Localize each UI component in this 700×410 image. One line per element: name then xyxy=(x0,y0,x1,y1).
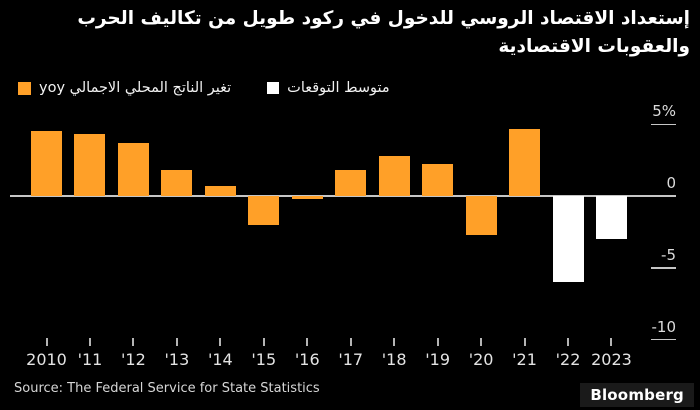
chart-title-line2: والعقوبات الاقتصادية xyxy=(498,36,690,57)
x-label-20: '20 xyxy=(468,350,494,369)
x-tick-13 xyxy=(175,338,178,346)
chart-title: إستعداد الاقتصاد الروسي للدخول في ركود ط… xyxy=(50,5,690,61)
bar-actual-18 xyxy=(378,155,410,196)
x-label-2010: 2010 xyxy=(26,350,67,369)
x-label-2023: 2023 xyxy=(591,350,632,369)
bar-actual-21 xyxy=(509,128,541,196)
x-label-21: '21 xyxy=(512,350,537,369)
x-tick-14 xyxy=(219,338,222,346)
bar-actual-13 xyxy=(161,170,193,196)
legend-swatch-gdp-yoy xyxy=(18,81,31,95)
chart-title-line1: إستعداد الاقتصاد الروسي للدخول في ركود ط… xyxy=(77,8,690,29)
x-label-12: '12 xyxy=(121,350,146,369)
x-label-11: '11 xyxy=(77,350,103,369)
bar-actual-16 xyxy=(291,196,323,199)
x-tick-11 xyxy=(88,338,91,346)
bar-actual-2010 xyxy=(31,131,62,196)
bar-actual-11 xyxy=(74,134,106,196)
y-tick-line--10 xyxy=(651,338,676,341)
x-label-17: '17 xyxy=(338,350,364,369)
bar-actual-20 xyxy=(465,196,497,235)
x-tick-2010 xyxy=(45,338,48,346)
x-tick-18 xyxy=(393,338,396,346)
legend-label-gdp-yoy: تغير الناتج المحلي الاجمالي yoy xyxy=(39,80,232,96)
bar-actual-17 xyxy=(335,170,367,196)
x-label-16: '16 xyxy=(294,350,320,369)
x-label-14: '14 xyxy=(207,350,233,369)
bloomberg-logo: Bloomberg xyxy=(580,383,694,407)
bar-forecast-2023 xyxy=(595,196,627,240)
x-tick-2023 xyxy=(610,338,613,346)
x-label-13: '13 xyxy=(164,350,190,369)
legend-item-forecast-median: متوسط التوقعات xyxy=(267,80,390,96)
bar-actual-15 xyxy=(248,196,280,225)
x-tick-17 xyxy=(349,338,352,346)
y-tick-line--5 xyxy=(651,267,676,269)
x-label-22: '22 xyxy=(555,350,581,369)
x-tick-21 xyxy=(523,338,526,346)
plot-area: 5% 0 -5 -10 xyxy=(0,100,700,346)
x-tick-16 xyxy=(306,338,309,346)
x-label-18: '18 xyxy=(381,350,407,369)
zero-axis-line xyxy=(10,195,676,197)
x-tick-15 xyxy=(262,338,265,346)
y-tick-label-5: 5% xyxy=(652,102,676,121)
x-tick-12 xyxy=(132,338,135,346)
legend-swatch-forecast-median xyxy=(267,82,280,94)
x-label-15: '15 xyxy=(251,350,277,369)
bar-actual-19 xyxy=(422,164,454,196)
x-tick-19 xyxy=(436,338,439,346)
x-tick-20 xyxy=(480,338,483,346)
x-tick-22 xyxy=(567,338,570,346)
bar-actual-14 xyxy=(204,185,236,196)
y-tick-label--10: -10 xyxy=(651,317,677,336)
bar-forecast-22 xyxy=(552,196,584,283)
y-tick-label--5: -5 xyxy=(661,245,676,264)
source-note: Source: The Federal Service for State St… xyxy=(14,381,320,396)
legend-label-forecast-median: متوسط التوقعات xyxy=(287,80,390,96)
bar-actual-12 xyxy=(117,142,149,196)
y-tick-label-0: 0 xyxy=(666,174,676,192)
y-tick-line-5 xyxy=(651,123,676,125)
legend-item-gdp-yoy: تغير الناتج المحلي الاجمالي yoy xyxy=(18,80,231,96)
x-label-19: '19 xyxy=(425,350,450,369)
legend: تغير الناتج المحلي الاجمالي yoy متوسط ال… xyxy=(18,78,390,98)
